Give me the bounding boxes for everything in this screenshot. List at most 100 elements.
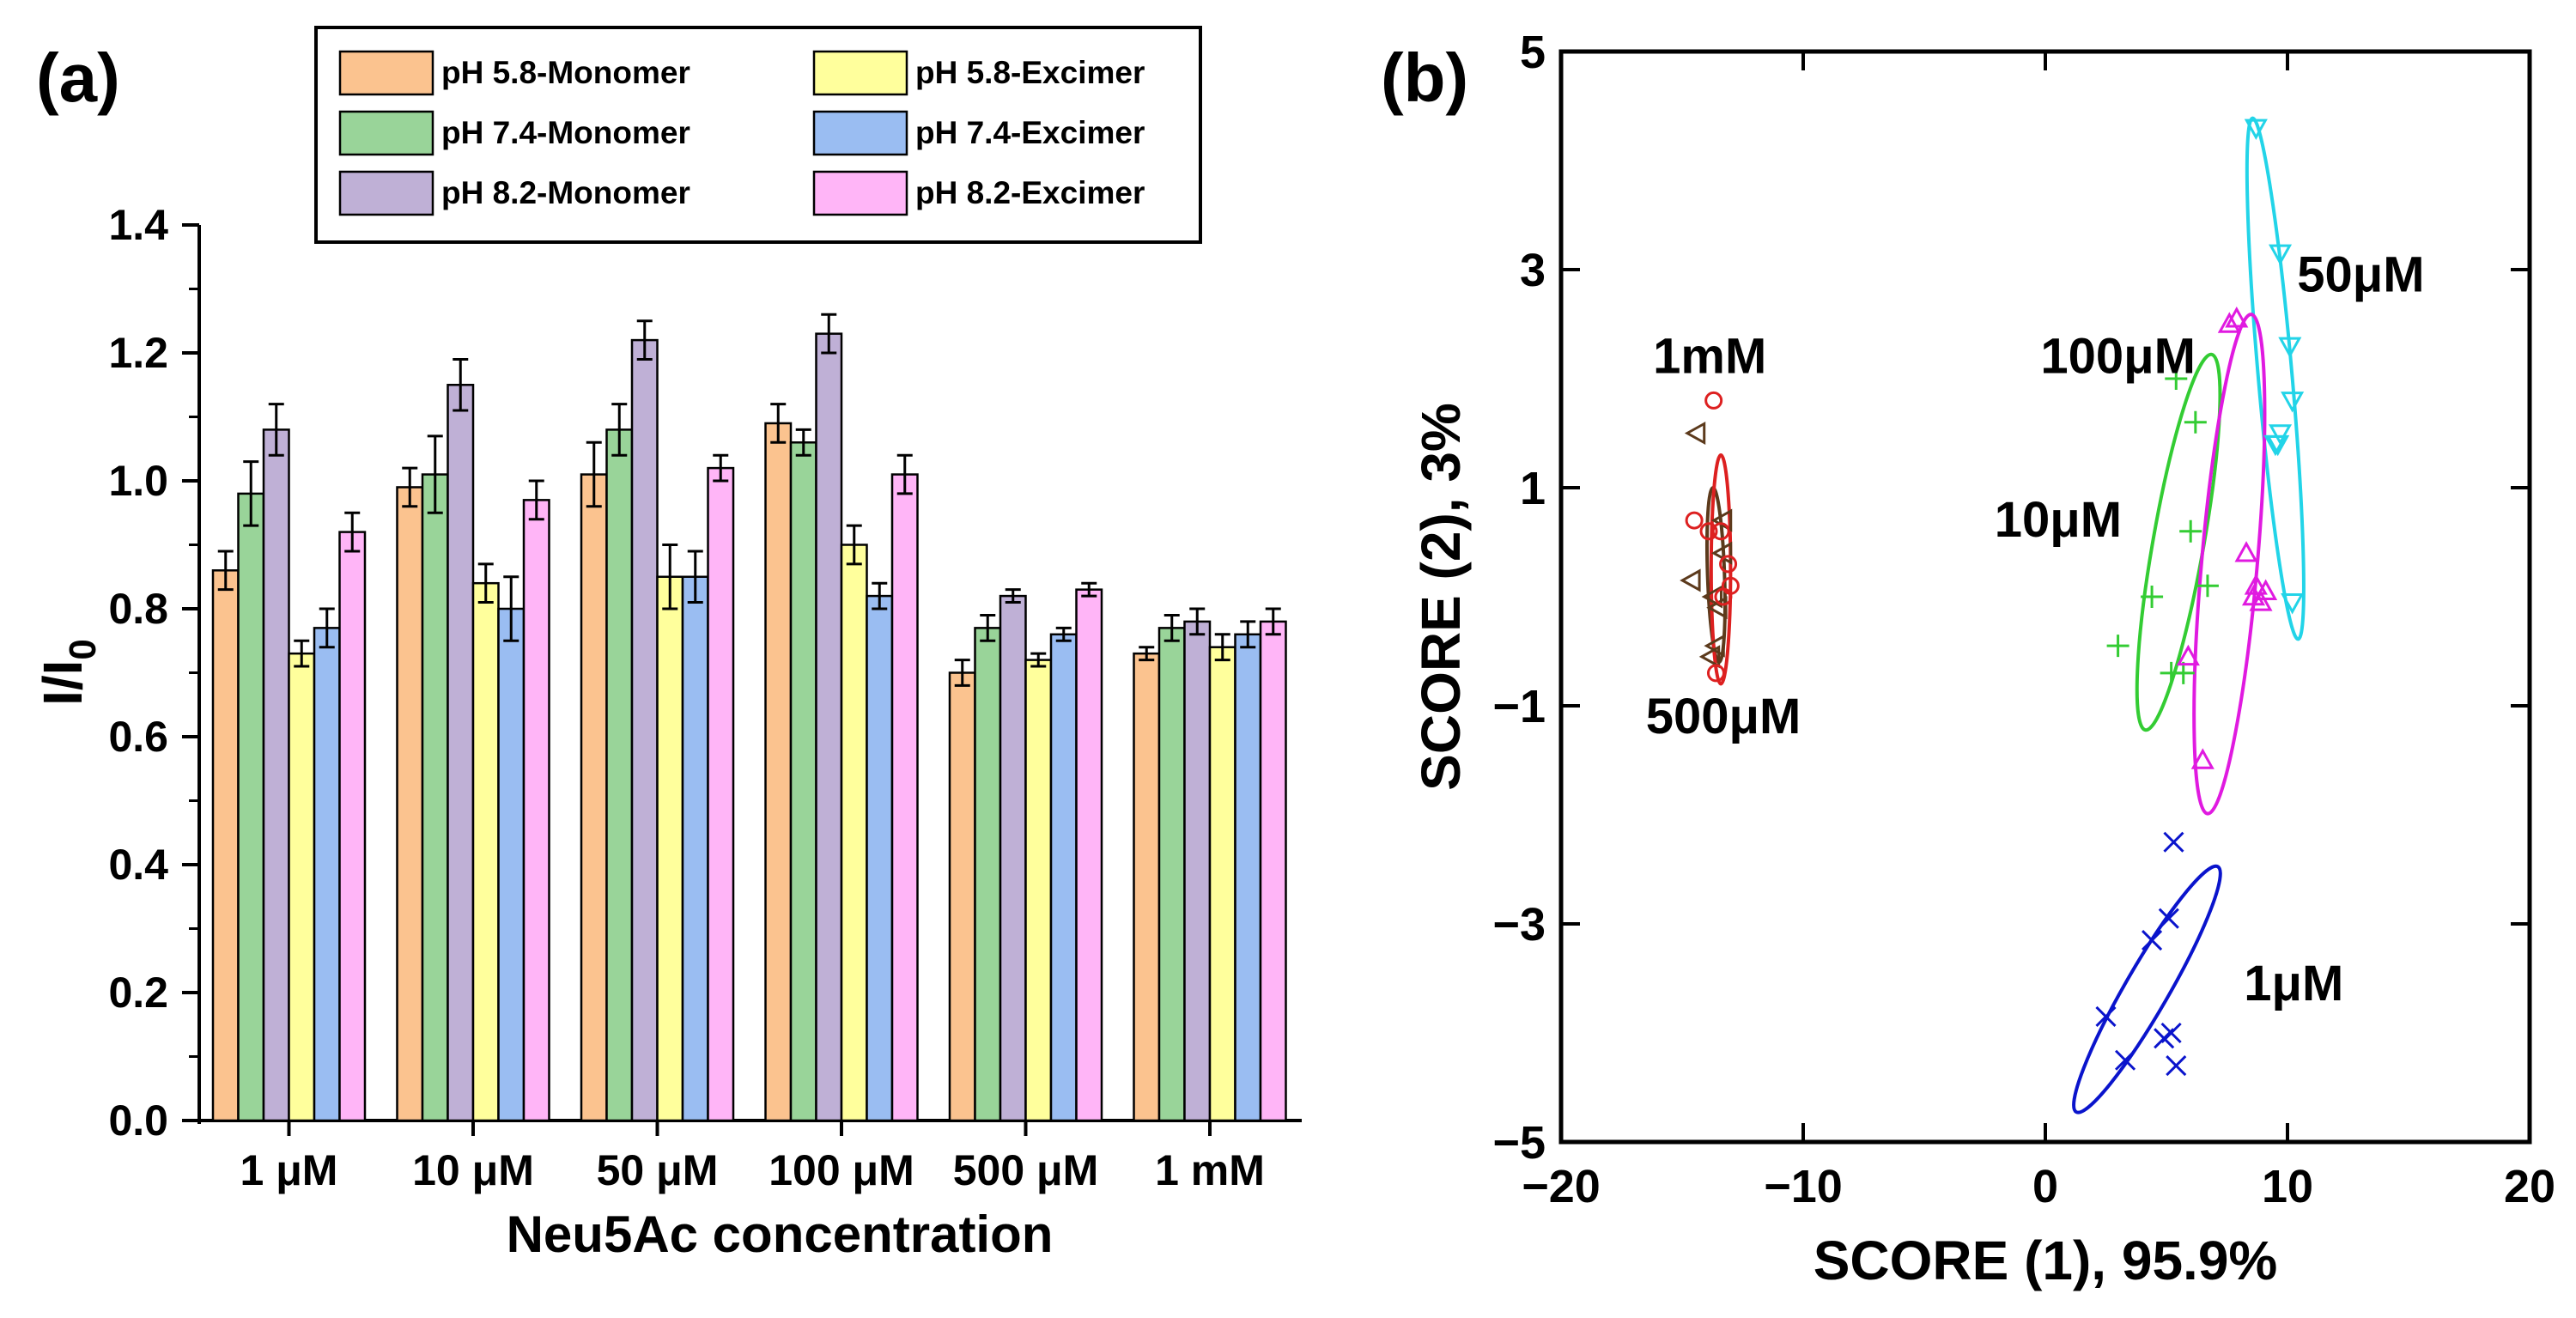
bar (237, 492, 265, 1122)
legend-label: pH 7.4-Excimer (915, 115, 1145, 150)
score-point-triangle-left (1680, 568, 1701, 592)
bar (630, 338, 659, 1122)
y-tick-label: 1.2 (108, 329, 168, 377)
bars (211, 313, 1287, 1122)
score-point-circle (1711, 522, 1730, 541)
score-point-triangle-up (2217, 312, 2241, 333)
legend-label: pH 8.2-Excimer (915, 175, 1145, 210)
legend-swatch (338, 110, 434, 156)
score-point-plus (2196, 574, 2219, 598)
score-points (1680, 118, 2305, 1077)
x-tick-label: 50 μM (597, 1146, 719, 1194)
bar (866, 594, 894, 1122)
bar (789, 441, 817, 1122)
cluster-label: 10μM (1995, 492, 2122, 548)
y-axis-title-main: I/I (32, 660, 94, 706)
confidence-ellipse (2135, 352, 2222, 732)
score-point-plus (2165, 367, 2188, 390)
y-tick-label: −1 (1492, 681, 1546, 732)
score-point-triangle-left (1698, 645, 1721, 669)
legend-label: pH 8.2-Monomer (441, 175, 690, 210)
x-tick-label: 500 μM (953, 1146, 1099, 1194)
y-tick-label: 3 (1520, 245, 1546, 296)
bar (1234, 633, 1262, 1122)
score-point-triangle-up (2244, 574, 2268, 595)
cluster-labels: 1μM 10μM 50μM 100μM 500μM 1mM (1646, 246, 2425, 1011)
x-axis-title: SCORE (1), 95.9% (1814, 1230, 2278, 1291)
cluster-label: 1μM (2244, 956, 2343, 1011)
score-point-plus (2106, 635, 2129, 658)
x-tick-label: −10 (1764, 1161, 1843, 1212)
bar (1075, 588, 1103, 1122)
cluster-label: 500μM (1646, 689, 1801, 744)
score-point-triangle-down (2244, 118, 2268, 140)
score-point-x (2160, 1022, 2182, 1044)
y-tick-label: 0.0 (108, 1096, 168, 1145)
bar (1183, 620, 1212, 1122)
score-point-triangle-down (2278, 337, 2302, 358)
bar (999, 594, 1027, 1122)
bar (497, 607, 526, 1122)
bar (605, 428, 634, 1122)
cluster-label: 100μM (2040, 329, 2196, 385)
y-tick-label: 1.4 (108, 201, 168, 249)
score-point-circle (1714, 587, 1733, 606)
confidence-ellipse (2192, 313, 2267, 816)
score-point-circle (1685, 511, 1704, 530)
bar (313, 627, 341, 1122)
bar (890, 473, 919, 1122)
score-point-triangle-down (2281, 593, 2305, 615)
y-tick-label: 5 (1520, 27, 1546, 78)
bar (396, 486, 424, 1122)
y-axis-title: SCORE (2), 3% (1410, 403, 1472, 791)
x-tick-label: 0 (2032, 1161, 2058, 1212)
score-point-triangle-up (2190, 748, 2215, 769)
bar-chart-panel: (a) pH 5.8-Monomer pH 7.4-Monomer pH 8.2-M… (32, 26, 1302, 1263)
bar (815, 332, 843, 1122)
confidence-ellipses (1704, 116, 2306, 1115)
bar (1049, 633, 1078, 1122)
score-point-x (2158, 908, 2179, 929)
y-tick-label: −5 (1492, 1117, 1546, 1169)
x-tick-label: 10 (2262, 1161, 2313, 1212)
legend-frame (314, 26, 1202, 244)
confidence-ellipse (2245, 116, 2306, 641)
y-tick-label: −3 (1492, 899, 1546, 951)
legend-label: pH 5.8-Monomer (441, 55, 690, 90)
bar (211, 569, 240, 1122)
score-point-triangle-up (2249, 590, 2273, 611)
y-tick-label: 0.8 (108, 585, 168, 633)
x-ticks: 1 μM 10 μM 50 μM 100 μM 500 μM 1 mM (240, 1121, 1265, 1194)
bar (447, 384, 475, 1122)
bar (656, 575, 684, 1122)
panel-label-b: (b) (1381, 39, 1468, 116)
pca-score-plot-panel: (b) −20 −10 0 10 20 −5 −3 −1 1 3 5 1μM 10μM 50μM 100μ… (1381, 27, 2555, 1291)
bar (707, 466, 735, 1122)
bar (764, 422, 793, 1122)
bar (974, 627, 1002, 1122)
axis-ticks: −20 −10 0 10 20 −5 −3 −1 1 3 5 (1492, 27, 2555, 1212)
bar (948, 671, 976, 1122)
score-point-triangle-left (1710, 508, 1733, 532)
bar (681, 575, 709, 1122)
legend-swatch (812, 50, 908, 96)
score-point-triangle-up (2176, 644, 2200, 666)
bar (338, 531, 367, 1122)
x-axis-title: Neu5Ac concentration (507, 1206, 1054, 1263)
legend-swatch (338, 170, 434, 216)
score-point-triangle-up (2225, 307, 2249, 328)
score-point-circle (1719, 555, 1738, 574)
score-point-plus (2141, 586, 2164, 608)
bar (288, 652, 316, 1122)
bar (580, 473, 608, 1122)
y-ticks: 0.0 0.2 0.4 0.6 0.8 1.0 1.2 1.4 (108, 201, 199, 1145)
score-point-triangle-down (2268, 244, 2293, 266)
score-point-triangle-left (1701, 585, 1722, 609)
score-point-circle (1706, 664, 1725, 683)
score-point-circle (1704, 391, 1723, 410)
legend-swatch (812, 170, 908, 216)
cluster-label: 50μM (2297, 246, 2424, 302)
legend-swatch (812, 110, 908, 156)
score-point-x (2114, 1049, 2136, 1071)
